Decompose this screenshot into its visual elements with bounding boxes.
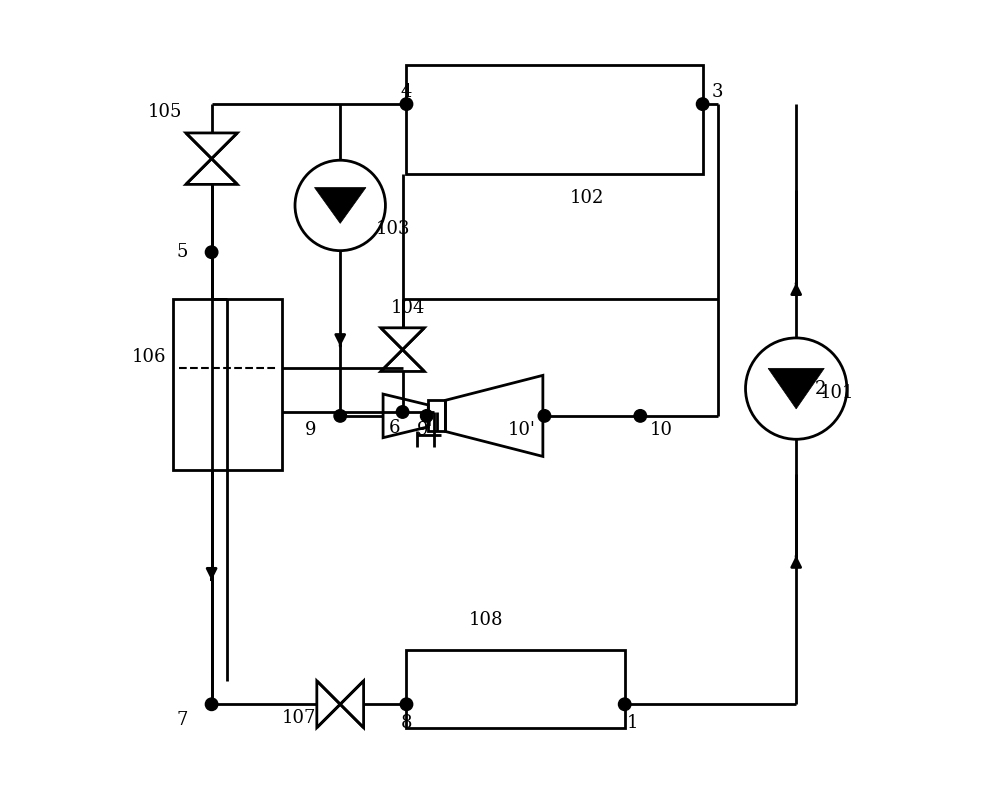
- Circle shape: [205, 246, 218, 258]
- Circle shape: [538, 410, 551, 422]
- Text: 102: 102: [570, 188, 605, 206]
- Text: 106: 106: [132, 349, 167, 367]
- Bar: [406, 65, 703, 174]
- Circle shape: [618, 698, 631, 710]
- Text: 103: 103: [375, 220, 410, 238]
- Polygon shape: [314, 188, 366, 224]
- Circle shape: [400, 698, 413, 710]
- Text: 7: 7: [177, 711, 188, 728]
- Polygon shape: [768, 368, 824, 409]
- Text: 4: 4: [401, 82, 412, 100]
- Text: 1: 1: [627, 714, 638, 732]
- Text: 101: 101: [820, 384, 854, 401]
- Text: 5: 5: [177, 243, 188, 261]
- Circle shape: [400, 98, 413, 111]
- Text: 3: 3: [712, 82, 724, 100]
- Circle shape: [790, 382, 802, 395]
- Circle shape: [420, 410, 433, 422]
- Bar: [406, 650, 625, 728]
- Text: 10': 10': [508, 421, 536, 439]
- Text: 105: 105: [148, 103, 182, 121]
- Text: 108: 108: [469, 611, 503, 629]
- Text: 6: 6: [389, 418, 401, 436]
- Circle shape: [205, 698, 218, 710]
- Text: 9': 9': [417, 421, 433, 439]
- Circle shape: [396, 406, 409, 418]
- Bar: [428, 400, 445, 432]
- Text: 107: 107: [282, 710, 316, 728]
- Text: 10: 10: [650, 421, 673, 439]
- Bar: [173, 299, 282, 470]
- Text: 9: 9: [305, 421, 317, 439]
- Circle shape: [696, 98, 709, 111]
- Circle shape: [334, 410, 346, 422]
- Circle shape: [634, 410, 647, 422]
- Text: 8: 8: [401, 714, 412, 732]
- Text: 104: 104: [391, 299, 425, 317]
- Text: 2: 2: [815, 380, 826, 398]
